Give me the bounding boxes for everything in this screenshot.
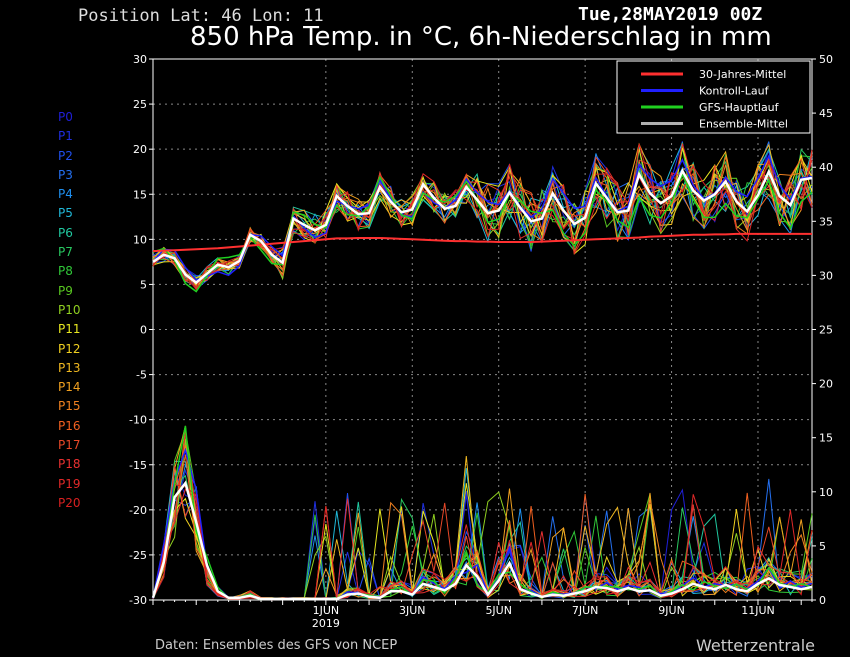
- x-tick-sublabel: 2019: [312, 617, 340, 630]
- legend-label: 30-Jahres-Mittel: [699, 68, 786, 81]
- y-left-tick-label: -5: [136, 369, 147, 382]
- legend-label: Ensemble-Mittel: [699, 118, 788, 131]
- x-tick-label: 11JUN: [741, 604, 775, 617]
- y-left-tick-label: 0: [140, 324, 147, 337]
- x-tick-label: 5JUN: [485, 604, 512, 617]
- y-left-tick-label: 30: [133, 53, 147, 66]
- brand-name: Wetterzentrale: [696, 636, 816, 655]
- member-label-p11: P11: [58, 322, 81, 337]
- y-left-tick-label: 15: [133, 188, 147, 201]
- member-label-p4: P4: [58, 187, 73, 202]
- member-label-p17: P17: [58, 438, 81, 453]
- member-label-p10: P10: [58, 302, 81, 317]
- y-left-tick-label: -30: [129, 594, 147, 607]
- legend-label: Kontroll-Lauf: [699, 85, 770, 98]
- y-right-tick-label: 0: [819, 594, 826, 607]
- ensemble-mean-precip-line: [151, 480, 813, 601]
- y-right-tick-label: 35: [819, 215, 833, 228]
- member-label-p3: P3: [58, 167, 73, 182]
- y-left-tick-label: -20: [129, 504, 147, 517]
- chart-title: 850 hPa Temp. in °C, 6h-Niederschlag in …: [190, 22, 772, 52]
- member-label-p6: P6: [58, 225, 73, 240]
- x-tick-label: 7JUN: [572, 604, 599, 617]
- member-label-p19: P19: [58, 476, 81, 491]
- ensemble-mean-temp-line: [152, 167, 813, 285]
- member-temp-line: [152, 143, 813, 291]
- data-source: Daten: Ensembles des GFS von NCEP: [155, 638, 398, 653]
- member-label-p18: P18: [58, 457, 81, 472]
- run-date: Tue,28MAY2019 00Z: [578, 4, 763, 25]
- member-label-p7: P7: [58, 245, 73, 260]
- x-tick-label: 9JUN: [658, 604, 685, 617]
- main-run-temp-line: [152, 172, 813, 293]
- legend-label: GFS-Hauptlauf: [699, 101, 780, 114]
- x-tick-label: 3JUN: [399, 604, 426, 617]
- member-label-p5: P5: [58, 206, 73, 221]
- member-label-p14: P14: [58, 380, 81, 395]
- member-label-p15: P15: [58, 399, 81, 414]
- y-left-tick-label: 5: [140, 278, 147, 291]
- y-right-tick-label: 10: [819, 486, 833, 499]
- position-label: Position Lat: 46 Lon: 11: [78, 6, 324, 26]
- y-left-tick-label: -15: [129, 459, 147, 472]
- member-label-p9: P9: [58, 283, 73, 298]
- member-label-p2: P2: [58, 148, 73, 163]
- member-list: P0 P1 P2 P3 P4 P5 P6 P7 P8 P9 P10 P11 P12 P13 P14 P15 P1…: [58, 108, 81, 513]
- y-right-tick-label: 45: [819, 107, 833, 120]
- x-tick-label: 1JUN: [313, 604, 340, 617]
- member-label-p8: P8: [58, 264, 73, 279]
- y-right-tick-label: 40: [819, 161, 833, 174]
- y-right-tick-label: 15: [819, 432, 833, 445]
- member-label-p20: P20: [58, 495, 81, 510]
- plot-frame: [152, 58, 813, 601]
- y-right-tick-label: 5: [819, 540, 826, 553]
- y-left-tick-label: 20: [133, 143, 147, 156]
- y-right-tick-label: 20: [819, 378, 833, 391]
- member-label-p0: P0: [58, 110, 73, 124]
- member-temp-line: [152, 142, 813, 285]
- control-run-temp-line: [152, 154, 813, 281]
- y-right-tick-label: 50: [819, 53, 833, 66]
- member-label-p16: P16: [58, 418, 81, 433]
- y-left-tick-label: -25: [129, 549, 147, 562]
- member-label-p12: P12: [58, 341, 81, 356]
- member-label-p13: P13: [58, 360, 81, 375]
- member-label-p1: P1: [58, 129, 73, 144]
- y-right-tick-label: 25: [819, 324, 833, 337]
- member-temp-line: [152, 154, 813, 289]
- y-left-tick-label: -10: [129, 414, 147, 427]
- y-left-tick-label: 25: [133, 98, 147, 111]
- y-left-tick-label: 10: [133, 233, 147, 246]
- y-right-tick-label: 30: [819, 269, 833, 282]
